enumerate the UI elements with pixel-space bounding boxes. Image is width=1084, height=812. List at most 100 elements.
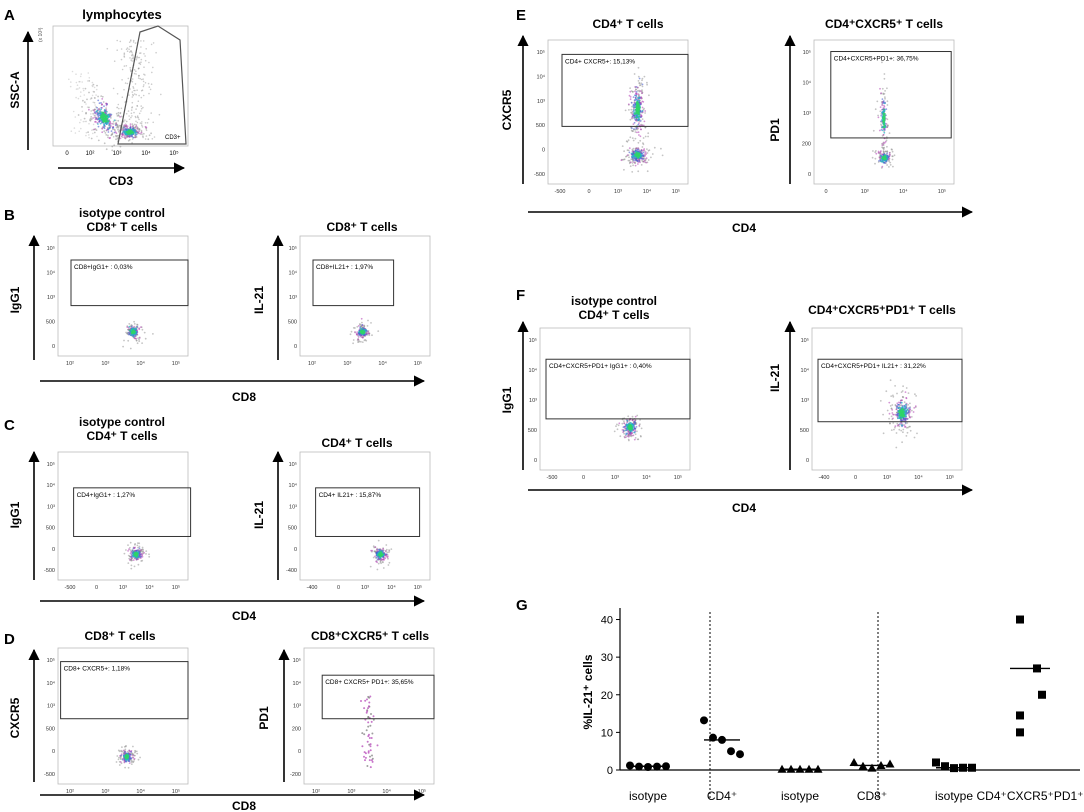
event-dot (140, 131, 143, 134)
event-dot (82, 87, 84, 90)
event-dot (138, 62, 140, 65)
event-dot (129, 126, 132, 129)
event-dot (136, 121, 139, 124)
event-dot (647, 135, 649, 138)
event-dot (115, 132, 118, 135)
event-dot (74, 116, 77, 118)
event-dot (134, 543, 137, 545)
event-dot (644, 126, 647, 129)
event-dot (132, 745, 134, 748)
event-dot (368, 743, 371, 746)
event-dot (93, 128, 96, 131)
event-dot (628, 151, 631, 154)
event-dot (131, 555, 134, 557)
event-dot (119, 40, 122, 43)
event-dot (636, 101, 638, 104)
event-dot (138, 67, 140, 70)
event-dot (135, 58, 138, 61)
cytometry-cloud (115, 745, 142, 769)
event-dot (128, 118, 131, 121)
event-dot (637, 75, 640, 78)
event-dot (899, 423, 901, 425)
event-dot (117, 119, 120, 122)
event-dot (107, 136, 109, 139)
event-dot (136, 105, 139, 107)
event-dot (356, 331, 359, 333)
event-dot (645, 157, 648, 160)
event-dot (124, 82, 127, 84)
event-dot (126, 125, 129, 128)
event-dot (906, 422, 909, 424)
event-dot (902, 385, 904, 388)
event-dot (90, 110, 92, 112)
event-dot (635, 110, 638, 113)
event-dot (131, 115, 133, 117)
event-dot (82, 99, 84, 102)
event-dot (903, 415, 906, 418)
y-tick-label: 0 (298, 749, 301, 755)
event-dot (631, 137, 634, 140)
event-dot (116, 124, 119, 127)
event-dot (363, 733, 366, 736)
event-dot (885, 108, 888, 110)
event-dot (643, 160, 645, 163)
x-tick-label: -500 (546, 475, 557, 481)
plot-title: CD4⁺ T cells (321, 436, 392, 450)
event-dot (86, 106, 89, 108)
event-dot (886, 164, 888, 166)
event-dot (96, 135, 98, 138)
event-dot (909, 429, 912, 432)
event-dot (124, 766, 126, 769)
event-dot (628, 94, 631, 97)
event-dot (116, 93, 119, 95)
event-dot (127, 550, 129, 552)
event-dot (139, 756, 142, 759)
event-dot (888, 401, 891, 404)
event-dot (363, 707, 366, 710)
event-dot (103, 108, 106, 111)
event-dot (878, 129, 881, 132)
event-dot (637, 119, 639, 122)
event-dot (364, 330, 367, 332)
y-tick-label: 0 (52, 344, 55, 350)
event-dot (143, 66, 145, 68)
event-dot (135, 327, 138, 330)
event-dot (79, 80, 81, 83)
event-dot (152, 333, 154, 335)
y-tick-label: 10⁵ (289, 245, 297, 252)
event-dot (141, 559, 144, 562)
panel-f: F isotype control CD4⁺ T cells CD4⁺CXCR5… (500, 287, 974, 515)
event-dot (101, 121, 103, 124)
y-tick-label: 10³ (289, 504, 297, 510)
event-dot (70, 130, 73, 132)
event-dot (80, 73, 82, 75)
event-dot (631, 415, 634, 418)
event-dot (357, 331, 360, 333)
event-dot (133, 129, 135, 131)
event-dot (129, 67, 131, 69)
event-dot (98, 120, 101, 123)
event-dot (131, 91, 134, 93)
event-dot (641, 118, 644, 120)
event-dot (135, 57, 138, 59)
event-dot (94, 112, 96, 114)
event-dot (123, 124, 126, 127)
y-axis-label: IL-21 (768, 364, 782, 392)
event-dot (377, 330, 380, 332)
event-dot (641, 77, 644, 80)
event-dot (90, 97, 93, 100)
event-dot (632, 434, 635, 437)
event-dot (137, 337, 140, 339)
event-dot (138, 545, 141, 548)
event-dot (636, 430, 638, 433)
event-dot (93, 109, 95, 112)
event-dot (110, 117, 112, 119)
event-dot (631, 162, 634, 164)
event-dot (110, 130, 113, 133)
event-dot (77, 114, 80, 116)
gate-box (70, 259, 189, 307)
event-dot (369, 755, 371, 758)
event-dot (622, 429, 625, 432)
event-dot (626, 140, 629, 143)
